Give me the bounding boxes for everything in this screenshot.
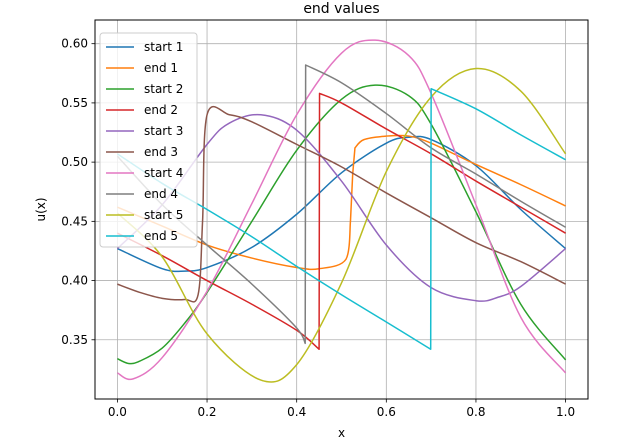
legend-label: start 5 [144, 208, 183, 222]
x-axis-ticks: 0.0 0.2 0.4 0.6 0.8 1.0 [108, 399, 575, 419]
series-line-start-1 [117, 135, 567, 273]
y-tick-label: 0.35 [61, 333, 88, 347]
legend-label: end 1 [144, 61, 178, 75]
legend-label: start 4 [144, 166, 183, 180]
x-tick-label: 0.8 [466, 405, 485, 419]
series-line-end-2 [117, 92, 566, 351]
x-tick-label: 0.6 [377, 405, 396, 419]
x-tick-label: 0.2 [197, 405, 216, 419]
series-line-start-2 [117, 84, 567, 365]
legend-label: end 2 [144, 103, 178, 117]
series-line-start-4 [117, 39, 567, 381]
legend-label: start 1 [144, 40, 183, 54]
legend-label: end 3 [144, 145, 178, 159]
legend-label: start 2 [144, 82, 183, 96]
plot-frame [94, 19, 589, 400]
series-lines [116, 39, 567, 383]
x-tick-label: 0.4 [287, 405, 306, 419]
series-line-end-3 [117, 105, 566, 303]
series-line-start-5 [116, 67, 567, 383]
y-tick-label: 0.50 [61, 155, 88, 169]
y-axis-ticks: 0.35 0.40 0.45 0.50 0.55 0.60 [61, 37, 95, 347]
y-axis-label: u(x) [34, 197, 48, 221]
x-tick-label: 1.0 [556, 405, 575, 419]
legend-label: end 4 [144, 187, 178, 201]
y-tick-label: 0.45 [61, 214, 88, 228]
chart-title: end values [303, 1, 379, 17]
y-tick-label: 0.40 [61, 274, 88, 288]
legend-label: start 3 [144, 124, 183, 138]
x-tick-label: 0.0 [108, 405, 127, 419]
legend: start 1 end 1 start 2 end 2 start 3 end 3 star… [99, 32, 198, 248]
series-line-end-4 [116, 64, 566, 345]
y-tick-label: 0.60 [61, 37, 88, 51]
legend-label: end 5 [144, 229, 178, 243]
y-tick-label: 0.55 [61, 96, 88, 110]
x-axis-label: x [338, 426, 345, 440]
series-line-start-3 [116, 113, 567, 302]
